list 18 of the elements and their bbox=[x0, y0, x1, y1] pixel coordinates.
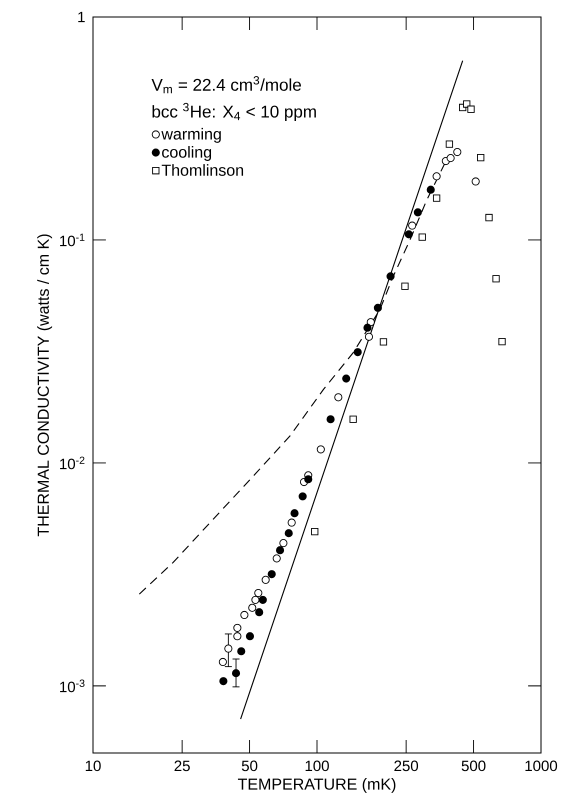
y-tick-label: 10$^{-1}$ bbox=[60, 234, 84, 246]
annotation: V$_{m}$ = 22.4 cm$^{3}$/mole bbox=[152, 76, 301, 94]
x-tick-label: 1000 bbox=[525, 760, 558, 772]
y-tick-label: 1 bbox=[78, 12, 85, 22]
legend-label: Thomlinson bbox=[162, 164, 244, 176]
annotation: bcc $^{3}$He: X$_{4}$ < 10 ppm bbox=[152, 102, 316, 121]
x-tick-label: 500 bbox=[462, 760, 486, 772]
x-tick-label: 25 bbox=[174, 760, 190, 772]
y-axis-title: THERMAL CONDUCTIVITY (watts / cm K) bbox=[37, 234, 52, 536]
x-axis-title: TEMPERATURE (mK) bbox=[238, 778, 396, 793]
legend-label: cooling bbox=[162, 146, 212, 161]
legend-label: warming bbox=[161, 128, 221, 143]
y-tick-label: 10$^{-3}$ bbox=[60, 680, 85, 692]
x-tick-label: 250 bbox=[394, 760, 418, 772]
y-tick-label: 10$^{-2}$ bbox=[60, 456, 84, 470]
x-tick-label: 10 bbox=[86, 760, 101, 772]
x-tick-label: 100 bbox=[306, 760, 329, 772]
x-tick-label: 50 bbox=[242, 760, 258, 772]
